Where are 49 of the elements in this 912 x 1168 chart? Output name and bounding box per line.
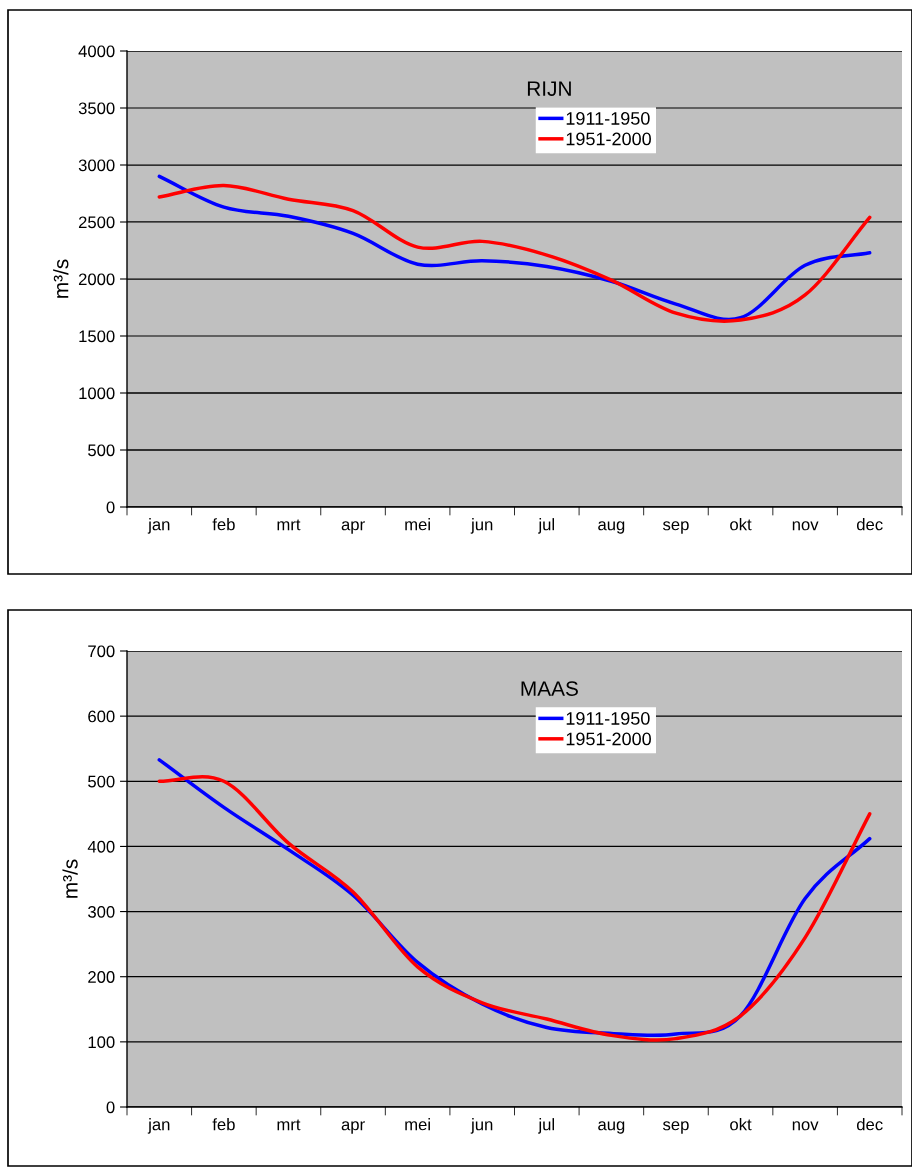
y-tick-label: 2500	[78, 216, 115, 229]
x-tick-label: sep	[662, 1121, 689, 1134]
y-tick-label: 100	[88, 1036, 115, 1049]
x-tick-label: jun	[470, 518, 493, 534]
x-tick-label: dec	[856, 518, 883, 531]
x-tick-label: okt	[730, 1118, 752, 1131]
x-tick-label: jan	[147, 1118, 170, 1134]
y-tick-label: 600	[88, 710, 115, 723]
y-tick-label: 3500	[78, 102, 115, 115]
x-tick-label: jun	[470, 1118, 493, 1134]
y-tick-label: 3000	[78, 159, 115, 172]
x-tick-label: feb	[212, 1118, 235, 1131]
y-tick-label: 700	[88, 645, 115, 658]
x-tick-label: aug	[598, 1121, 625, 1134]
x-tick-label: mrt	[277, 519, 301, 531]
x-tick-label: jul	[538, 1118, 555, 1134]
y-tick-label: 300	[88, 905, 115, 918]
legend-label: 1911-1950	[566, 712, 650, 725]
y-tick-label: 1000	[79, 387, 115, 400]
y-tick-label: 500	[88, 444, 115, 457]
legend-label: 1951-2000	[566, 732, 651, 746]
y-tick-label: 200	[88, 971, 115, 983]
x-tick-label: jul	[538, 518, 555, 534]
y-tick-label: 1500	[79, 330, 115, 343]
x-tick-label: apr	[341, 521, 365, 534]
text: MAAS	[521, 681, 578, 696]
x-tick-label: nov	[792, 1121, 819, 1131]
x-tick-label: dec	[856, 1118, 883, 1131]
x-tick-label: mei	[405, 518, 430, 531]
y-tick-label: 0	[106, 1101, 115, 1114]
y-axis-title: m³/s	[62, 859, 78, 898]
x-tick-label: mei	[405, 1118, 430, 1131]
x-tick-label: apr	[341, 1121, 365, 1134]
y-tick-label: 2000	[78, 273, 115, 286]
y-axis-title: m³/s	[53, 259, 69, 298]
y-tick-label: 400	[87, 840, 115, 853]
x-tick-label: sep	[662, 521, 689, 534]
x-tick-label: feb	[212, 518, 235, 531]
x-tick-label: mrt	[277, 1119, 301, 1131]
x-tick-label: jan	[147, 518, 170, 534]
legend-label: 1911-1950	[566, 112, 650, 125]
y-tick-label: 500	[88, 775, 115, 788]
x-tick-label: nov	[792, 521, 819, 531]
x-tick-label: okt	[730, 518, 752, 531]
x-tick-label: aug	[598, 521, 625, 534]
legend-label: 1951-2000	[566, 132, 651, 146]
y-tick-label: 4000	[78, 45, 115, 58]
y-tick-label: 0	[106, 501, 115, 514]
text: RIJN	[527, 81, 571, 96]
